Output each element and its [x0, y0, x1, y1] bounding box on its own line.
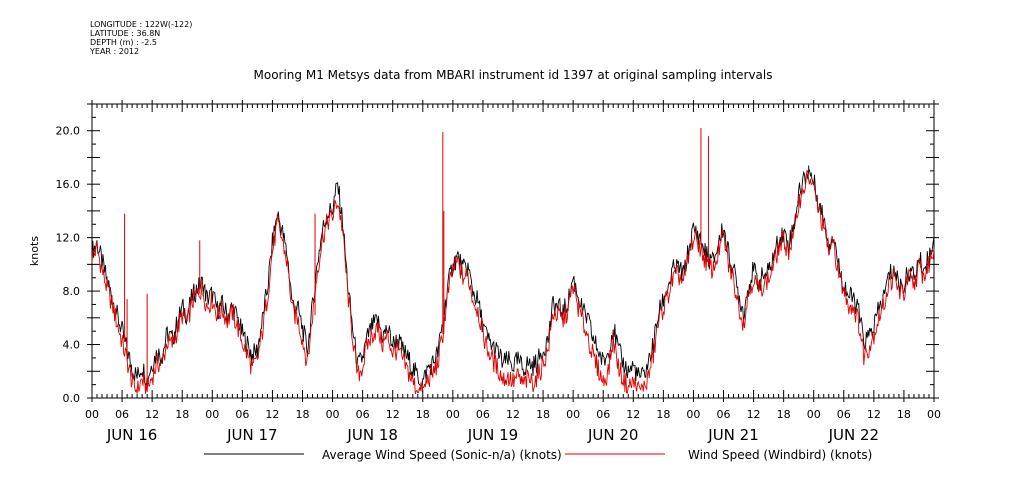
depth-label: DEPTH (m) : -2.5	[90, 38, 157, 47]
x-tick-label: 00	[446, 408, 460, 421]
x-tick-label: 12	[747, 408, 761, 421]
x-tick-label: 18	[536, 408, 550, 421]
x-tick-label: 06	[235, 408, 249, 421]
x-tick-label: 00	[85, 408, 99, 421]
x-tick-label: 06	[596, 408, 610, 421]
series-layer	[91, 128, 935, 394]
x-date-label: JUN 22	[828, 426, 879, 444]
x-tick-label: 12	[867, 408, 881, 421]
x-tick-label: 12	[506, 408, 520, 421]
x-date-label: JUN 16	[106, 426, 157, 444]
y-tick-label: 20.0	[56, 125, 81, 138]
year-label: YEAR : 2012	[90, 47, 140, 56]
x-tick-label: 06	[476, 408, 490, 421]
x-tick-label: 06	[356, 408, 370, 421]
x-tick-label: 18	[416, 408, 430, 421]
y-tick-label: 4.0	[63, 339, 81, 352]
x-tick-label: 00	[927, 408, 941, 421]
y-tick-label: 8.0	[63, 285, 81, 298]
legend-label-average-wind: Average Wind Speed (Sonic-n/a) (knots)	[322, 448, 562, 462]
x-tick-label: 12	[626, 408, 640, 421]
x-tick-label: 18	[296, 408, 310, 421]
x-tick-label: 00	[807, 408, 821, 421]
chart-title: Mooring M1 Metsys data from MBARI instru…	[253, 68, 773, 82]
x-tick-label: 00	[686, 408, 700, 421]
axes: 00 06 12 18 00 06 12 18 00 06 12 18 00 06 12 18 00 06 12 18…	[28, 100, 941, 444]
y-tick-label: 12.0	[56, 232, 81, 245]
x-date-label: JUN 17	[226, 426, 277, 444]
x-date-label: JUN 21	[707, 426, 758, 444]
x-tick-label: 00	[566, 408, 580, 421]
x-tick-label: 06	[837, 408, 851, 421]
legend-label-windbird: Wind Speed (Windbird) (knots)	[688, 448, 872, 462]
longitude-label: LONGITUDE : 122W(-122)	[90, 20, 193, 29]
x-tick-label: 06	[717, 408, 731, 421]
x-tick-label: 18	[897, 408, 911, 421]
y-tick-label: 0.0	[63, 392, 81, 405]
series-line-1	[91, 169, 935, 394]
y-axis-label: knots	[28, 236, 41, 266]
x-tick-label: 18	[175, 408, 189, 421]
x-date-label: JUN 20	[587, 426, 638, 444]
x-date-label: JUN 18	[346, 426, 397, 444]
x-tick-label: 06	[115, 408, 129, 421]
latitude-label: LATITUDE : 36.8N	[90, 29, 161, 38]
x-date-label: JUN 19	[467, 426, 518, 444]
x-tick-label: 12	[386, 408, 400, 421]
legend: Average Wind Speed (Sonic-n/a) (knots) Wi…	[204, 448, 872, 462]
x-tick-label: 00	[205, 408, 219, 421]
x-tick-label: 12	[265, 408, 279, 421]
series-line-0	[91, 169, 935, 389]
y-tick-label: 16.0	[56, 178, 81, 191]
plot-frame	[91, 103, 935, 399]
x-tick-label: 00	[326, 408, 340, 421]
x-tick-label: 18	[656, 408, 670, 421]
x-tick-label: 12	[145, 408, 159, 421]
metadata-block: LONGITUDE : 122W(-122) LATITUDE : 36.8N …	[90, 20, 192, 56]
x-tick-label: 18	[777, 408, 791, 421]
